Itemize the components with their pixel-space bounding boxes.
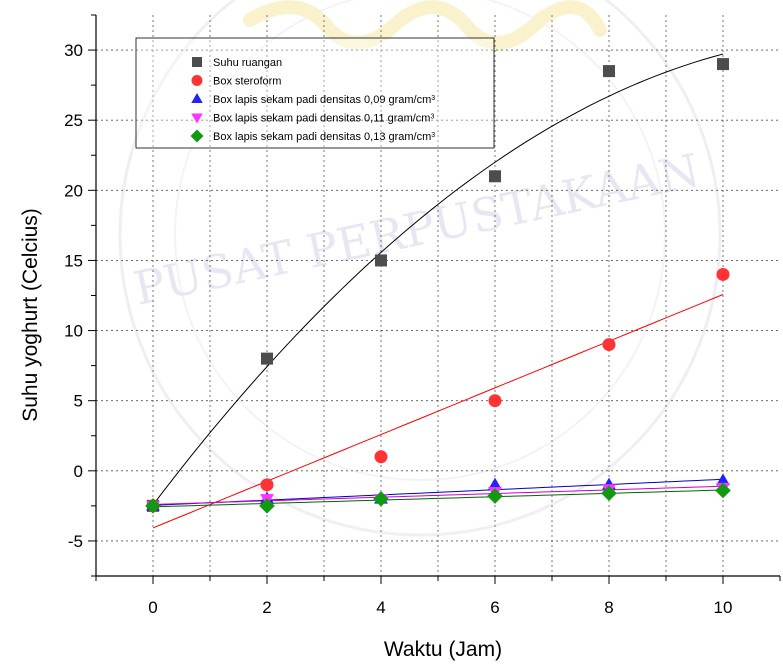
legend-marker-3 — [191, 113, 203, 124]
data-point-series-1 — [602, 338, 616, 352]
data-point-series-1 — [488, 394, 502, 408]
legend-marker-1 — [191, 75, 203, 86]
y-axis-ticks: -5 0 5 10 15 20 25 30 — [64, 14, 96, 577]
data-point-series-4 — [373, 491, 389, 507]
legend-label-1: Box steroform — [213, 76, 281, 88]
x-tick-label: 2 — [262, 598, 271, 617]
x-tick-label: 8 — [604, 598, 613, 617]
legend-label-0: Suhu ruangan — [213, 57, 282, 69]
y-tick-label: 15 — [64, 251, 83, 270]
legend-marker-0 — [192, 57, 202, 67]
legend-marker-4 — [190, 129, 204, 143]
x-tick-label: 10 — [714, 598, 733, 617]
legend-label-3: Box lapis sekam padi densitas 0,11 gram/… — [213, 113, 434, 125]
legend-label-4: Box lapis sekam padi densitas 0,13 gram/… — [213, 131, 435, 143]
data-point-series-1 — [374, 450, 388, 464]
x-tick-label: 0 — [148, 598, 157, 617]
x-tick-label: 4 — [376, 598, 385, 617]
data-point-series-0 — [261, 352, 273, 365]
fit-line-series-1 — [152, 294, 724, 529]
grid-lines — [96, 15, 780, 576]
data-point-series-2 — [488, 477, 502, 490]
fit-line-series-4 — [152, 489, 724, 508]
x-axis-ticks: 0 2 4 6 8 10 — [95, 576, 781, 617]
y-tick-label: -5 — [68, 532, 83, 551]
data-point-series-1 — [716, 267, 730, 281]
data-point-series-4 — [487, 488, 503, 504]
y-tick-label: 30 — [64, 41, 83, 60]
legend-marker-2 — [191, 93, 203, 103]
data-point-series-0 — [375, 254, 387, 267]
data-point-series-4 — [259, 498, 275, 514]
data-point-series-4 — [601, 485, 617, 502]
data-point-series-1 — [260, 478, 274, 492]
data-point-series-0 — [717, 58, 729, 71]
y-tick-label: 10 — [64, 322, 83, 341]
data-point-series-0 — [603, 65, 615, 78]
y-tick-label: 25 — [64, 111, 83, 130]
data-point-series-4 — [145, 498, 161, 514]
legend-label-2: Box lapis sekam padi densitas 0,09 gram/… — [213, 94, 435, 106]
fit-lines — [152, 53, 724, 529]
data-point-series-2 — [716, 473, 730, 486]
fit-line-series-0 — [152, 53, 724, 506]
legend-box — [135, 37, 495, 149]
y-tick-label: 5 — [74, 392, 83, 411]
y-tick-label: 20 — [64, 181, 83, 200]
legend: Suhu ruangan Box steroform Box lapis sekam… — [135, 37, 495, 149]
data-point-series-0 — [489, 170, 501, 183]
y-tick-label: 0 — [74, 462, 83, 481]
data-point-series-4 — [715, 482, 731, 499]
data-points — [145, 58, 731, 514]
x-tick-label: 6 — [490, 598, 499, 617]
svg-text:PUSAT PERPUSTAKAAN: PUSAT PERPUSTAKAAN — [129, 143, 704, 316]
fit-line-series-3 — [152, 485, 724, 505]
x-axis-title: Waktu (Jam) — [384, 638, 502, 661]
y-axis-title: Suhu yoghurt (Celcius) — [19, 208, 42, 422]
